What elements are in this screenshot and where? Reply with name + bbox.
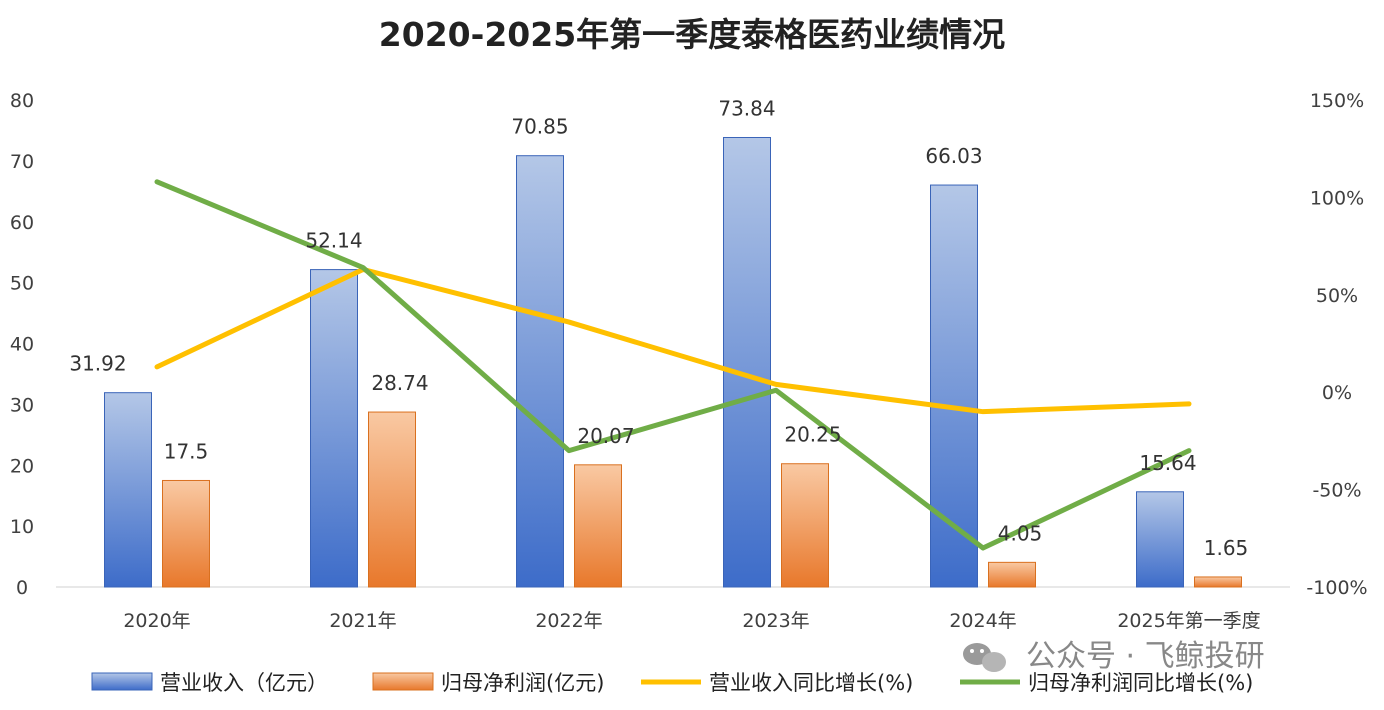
x-category-label: 2021年 (329, 610, 396, 632)
y-axis-right: -100% -50% 0% 50% 100% 150% (1306, 90, 1367, 599)
legend-label: 归母净利润(亿元) (441, 671, 604, 695)
legend-swatch-bar (91, 672, 153, 691)
revenue-growth-line (154, 266, 1192, 415)
x-category-label: 2025年第一季度 (1117, 610, 1260, 632)
chart-title: 2020-2025年第一季度泰格医药业绩情况 (379, 15, 1005, 54)
legend: 营业收入（亿元） 归母净利润(亿元) 营业收入同比增长(%) 归母净利润同比增长(%) (91, 671, 1253, 695)
y-left-tick-label: 20 (10, 455, 34, 477)
y-left-tick-label: 50 (10, 273, 34, 295)
wechat-icon (963, 643, 1006, 672)
data-labels: 31.92 52.14 70.85 73.84 66.03 15.64 17.5 28.74 2… (69, 96, 1248, 559)
revenue-bar (723, 136, 771, 588)
y-right-tick-label: -100% (1306, 577, 1367, 599)
y-left-tick-label: 60 (10, 212, 34, 234)
revenue-data-label: 31.92 (69, 352, 126, 376)
net-profit-data-label: 4.05 (998, 521, 1043, 545)
revenue-data-label: 15.64 (1139, 451, 1196, 475)
y-left-tick-label: 40 (10, 334, 34, 356)
y-right-tick-label: 100% (1310, 187, 1364, 209)
x-category-label: 2024年 (949, 610, 1016, 632)
net-profit-bar (574, 464, 622, 588)
y-left-tick-label: 10 (10, 516, 34, 538)
x-axis-categories: 2020年 2021年 2022年 2023年 2024年 2025年第一季度 (123, 610, 1260, 632)
legend-label: 营业收入同比增长(%) (709, 671, 913, 695)
watermark-text: 公众号 · 飞鲸投研 (1026, 639, 1265, 674)
revenue-data-label: 73.84 (718, 96, 775, 120)
legend-label: 归母净利润同比增长(%) (1028, 671, 1253, 695)
y-right-tick-label: 50% (1316, 285, 1358, 307)
net-profit-data-label: 20.07 (577, 424, 634, 448)
net-profit-bar (988, 561, 1036, 588)
revenue-bar (1136, 491, 1184, 588)
y-left-tick-label: 80 (10, 90, 34, 112)
y-left-tick-label: 0 (16, 577, 28, 599)
line-series (154, 179, 1192, 551)
revenue-data-label: 52.14 (305, 229, 362, 253)
watermark: 公众号 · 飞鲸投研 (963, 639, 1265, 674)
x-category-label: 2022年 (535, 610, 602, 632)
revenue-bar (516, 155, 564, 588)
legend-label: 营业收入（亿元） (160, 671, 328, 695)
net-profit-bar (162, 479, 210, 588)
net-profit-data-label: 20.25 (784, 423, 841, 447)
y-right-tick-label: 0% (1322, 382, 1352, 404)
y-axis-left: 0 10 20 30 40 50 60 70 80 (10, 90, 34, 599)
net-profit-bar (1194, 576, 1242, 588)
y-left-tick-label: 70 (10, 151, 34, 173)
net-profit-bar (781, 463, 829, 588)
revenue-data-label: 66.03 (925, 144, 982, 168)
y-left-tick-label: 30 (10, 394, 34, 416)
y-right-tick-label: 150% (1310, 90, 1364, 112)
revenue-bar (930, 184, 978, 588)
net-profit-bar (368, 411, 416, 588)
net-profit-data-label: 17.5 (164, 439, 209, 463)
revenue-data-label: 70.85 (511, 115, 568, 139)
net-profit-data-label: 28.74 (371, 371, 428, 395)
x-category-label: 2023年 (742, 610, 809, 632)
revenue-bar (310, 269, 358, 588)
net-profit-data-label: 1.65 (1204, 536, 1249, 560)
x-category-label: 2020年 (123, 610, 190, 632)
net-profit-growth-line (154, 179, 1192, 551)
revenue-bar (104, 392, 152, 588)
bar-series (104, 136, 1242, 588)
legend-swatch-bar (372, 672, 434, 691)
y-right-tick-label: -50% (1312, 480, 1361, 502)
